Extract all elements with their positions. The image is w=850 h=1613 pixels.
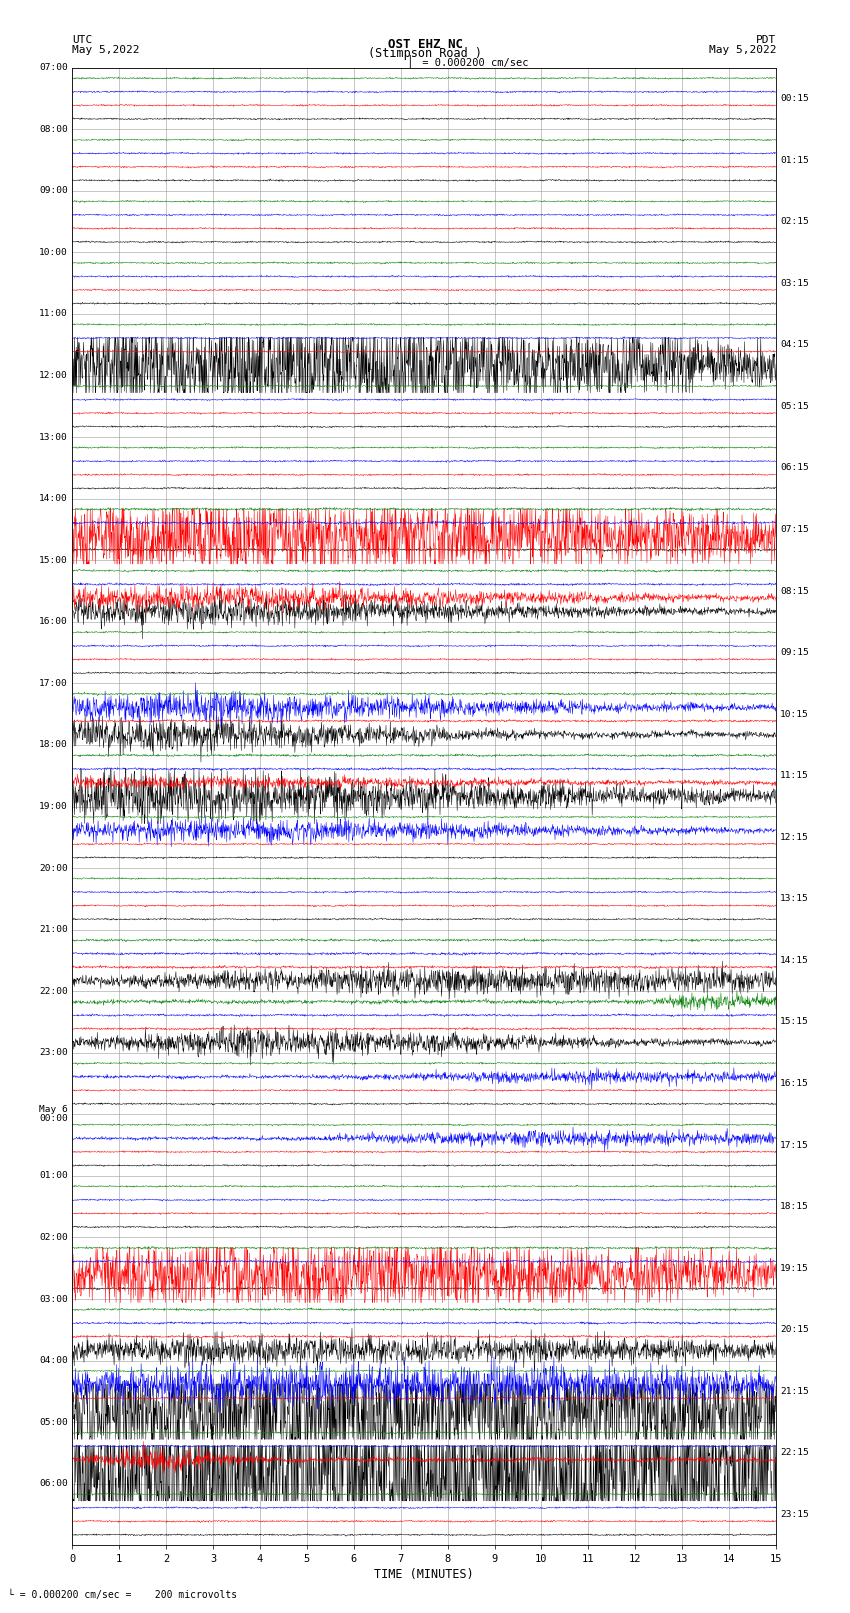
Text: 18:15: 18:15 (780, 1202, 809, 1211)
Text: 04:00: 04:00 (39, 1357, 68, 1365)
Text: 02:15: 02:15 (780, 218, 809, 226)
Text: 20:00: 20:00 (39, 863, 68, 873)
Text: 08:15: 08:15 (780, 587, 809, 595)
Text: 07:00: 07:00 (39, 63, 68, 73)
Text: 08:00: 08:00 (39, 124, 68, 134)
Text: 06:00: 06:00 (39, 1479, 68, 1489)
Text: 04:15: 04:15 (780, 340, 809, 350)
Text: 09:15: 09:15 (780, 648, 809, 656)
Text: 16:00: 16:00 (39, 618, 68, 626)
Text: 15:15: 15:15 (780, 1018, 809, 1026)
Text: 01:00: 01:00 (39, 1171, 68, 1181)
Text: 22:15: 22:15 (780, 1448, 809, 1458)
Text: 17:00: 17:00 (39, 679, 68, 687)
Text: └ = 0.000200 cm/sec =    200 microvolts: └ = 0.000200 cm/sec = 200 microvolts (8, 1590, 238, 1600)
Text: 21:15: 21:15 (780, 1387, 809, 1395)
Text: UTC: UTC (72, 35, 93, 45)
X-axis label: TIME (MINUTES): TIME (MINUTES) (374, 1568, 474, 1581)
Text: 17:15: 17:15 (780, 1140, 809, 1150)
Text: May 5,2022: May 5,2022 (72, 45, 139, 55)
Text: 07:15: 07:15 (780, 524, 809, 534)
Text: 11:15: 11:15 (780, 771, 809, 781)
Text: 15:00: 15:00 (39, 556, 68, 565)
Text: 12:00: 12:00 (39, 371, 68, 381)
Text: PDT: PDT (756, 35, 776, 45)
Text: 05:00: 05:00 (39, 1418, 68, 1426)
Text: 23:15: 23:15 (780, 1510, 809, 1519)
Text: 06:15: 06:15 (780, 463, 809, 473)
Text: 19:00: 19:00 (39, 802, 68, 811)
Text: 13:00: 13:00 (39, 432, 68, 442)
Text: 02:00: 02:00 (39, 1232, 68, 1242)
Text: = 0.000200 cm/sec: = 0.000200 cm/sec (416, 58, 529, 68)
Text: 11:00: 11:00 (39, 310, 68, 318)
Text: OST EHZ NC: OST EHZ NC (388, 37, 462, 50)
Text: 09:00: 09:00 (39, 187, 68, 195)
Text: 22:00: 22:00 (39, 987, 68, 995)
Text: May 5,2022: May 5,2022 (709, 45, 776, 55)
Text: 14:00: 14:00 (39, 494, 68, 503)
Text: May 6: May 6 (39, 1105, 68, 1115)
Text: 12:15: 12:15 (780, 832, 809, 842)
Text: 19:15: 19:15 (780, 1263, 809, 1273)
Text: 10:15: 10:15 (780, 710, 809, 719)
Text: 13:15: 13:15 (780, 894, 809, 903)
Text: 00:15: 00:15 (780, 94, 809, 103)
Text: 01:15: 01:15 (780, 155, 809, 165)
Text: 05:15: 05:15 (780, 402, 809, 411)
Text: 00:00: 00:00 (39, 1115, 68, 1123)
Text: 10:00: 10:00 (39, 248, 68, 256)
Text: 03:15: 03:15 (780, 279, 809, 287)
Text: 18:00: 18:00 (39, 740, 68, 750)
Text: 14:15: 14:15 (780, 957, 809, 965)
Text: 16:15: 16:15 (780, 1079, 809, 1089)
Text: (Stimpson Road ): (Stimpson Road ) (368, 47, 482, 60)
Text: 20:15: 20:15 (780, 1326, 809, 1334)
Text: 03:00: 03:00 (39, 1295, 68, 1303)
Text: 21:00: 21:00 (39, 926, 68, 934)
Text: ▏: ▏ (409, 55, 416, 68)
Text: 23:00: 23:00 (39, 1048, 68, 1057)
